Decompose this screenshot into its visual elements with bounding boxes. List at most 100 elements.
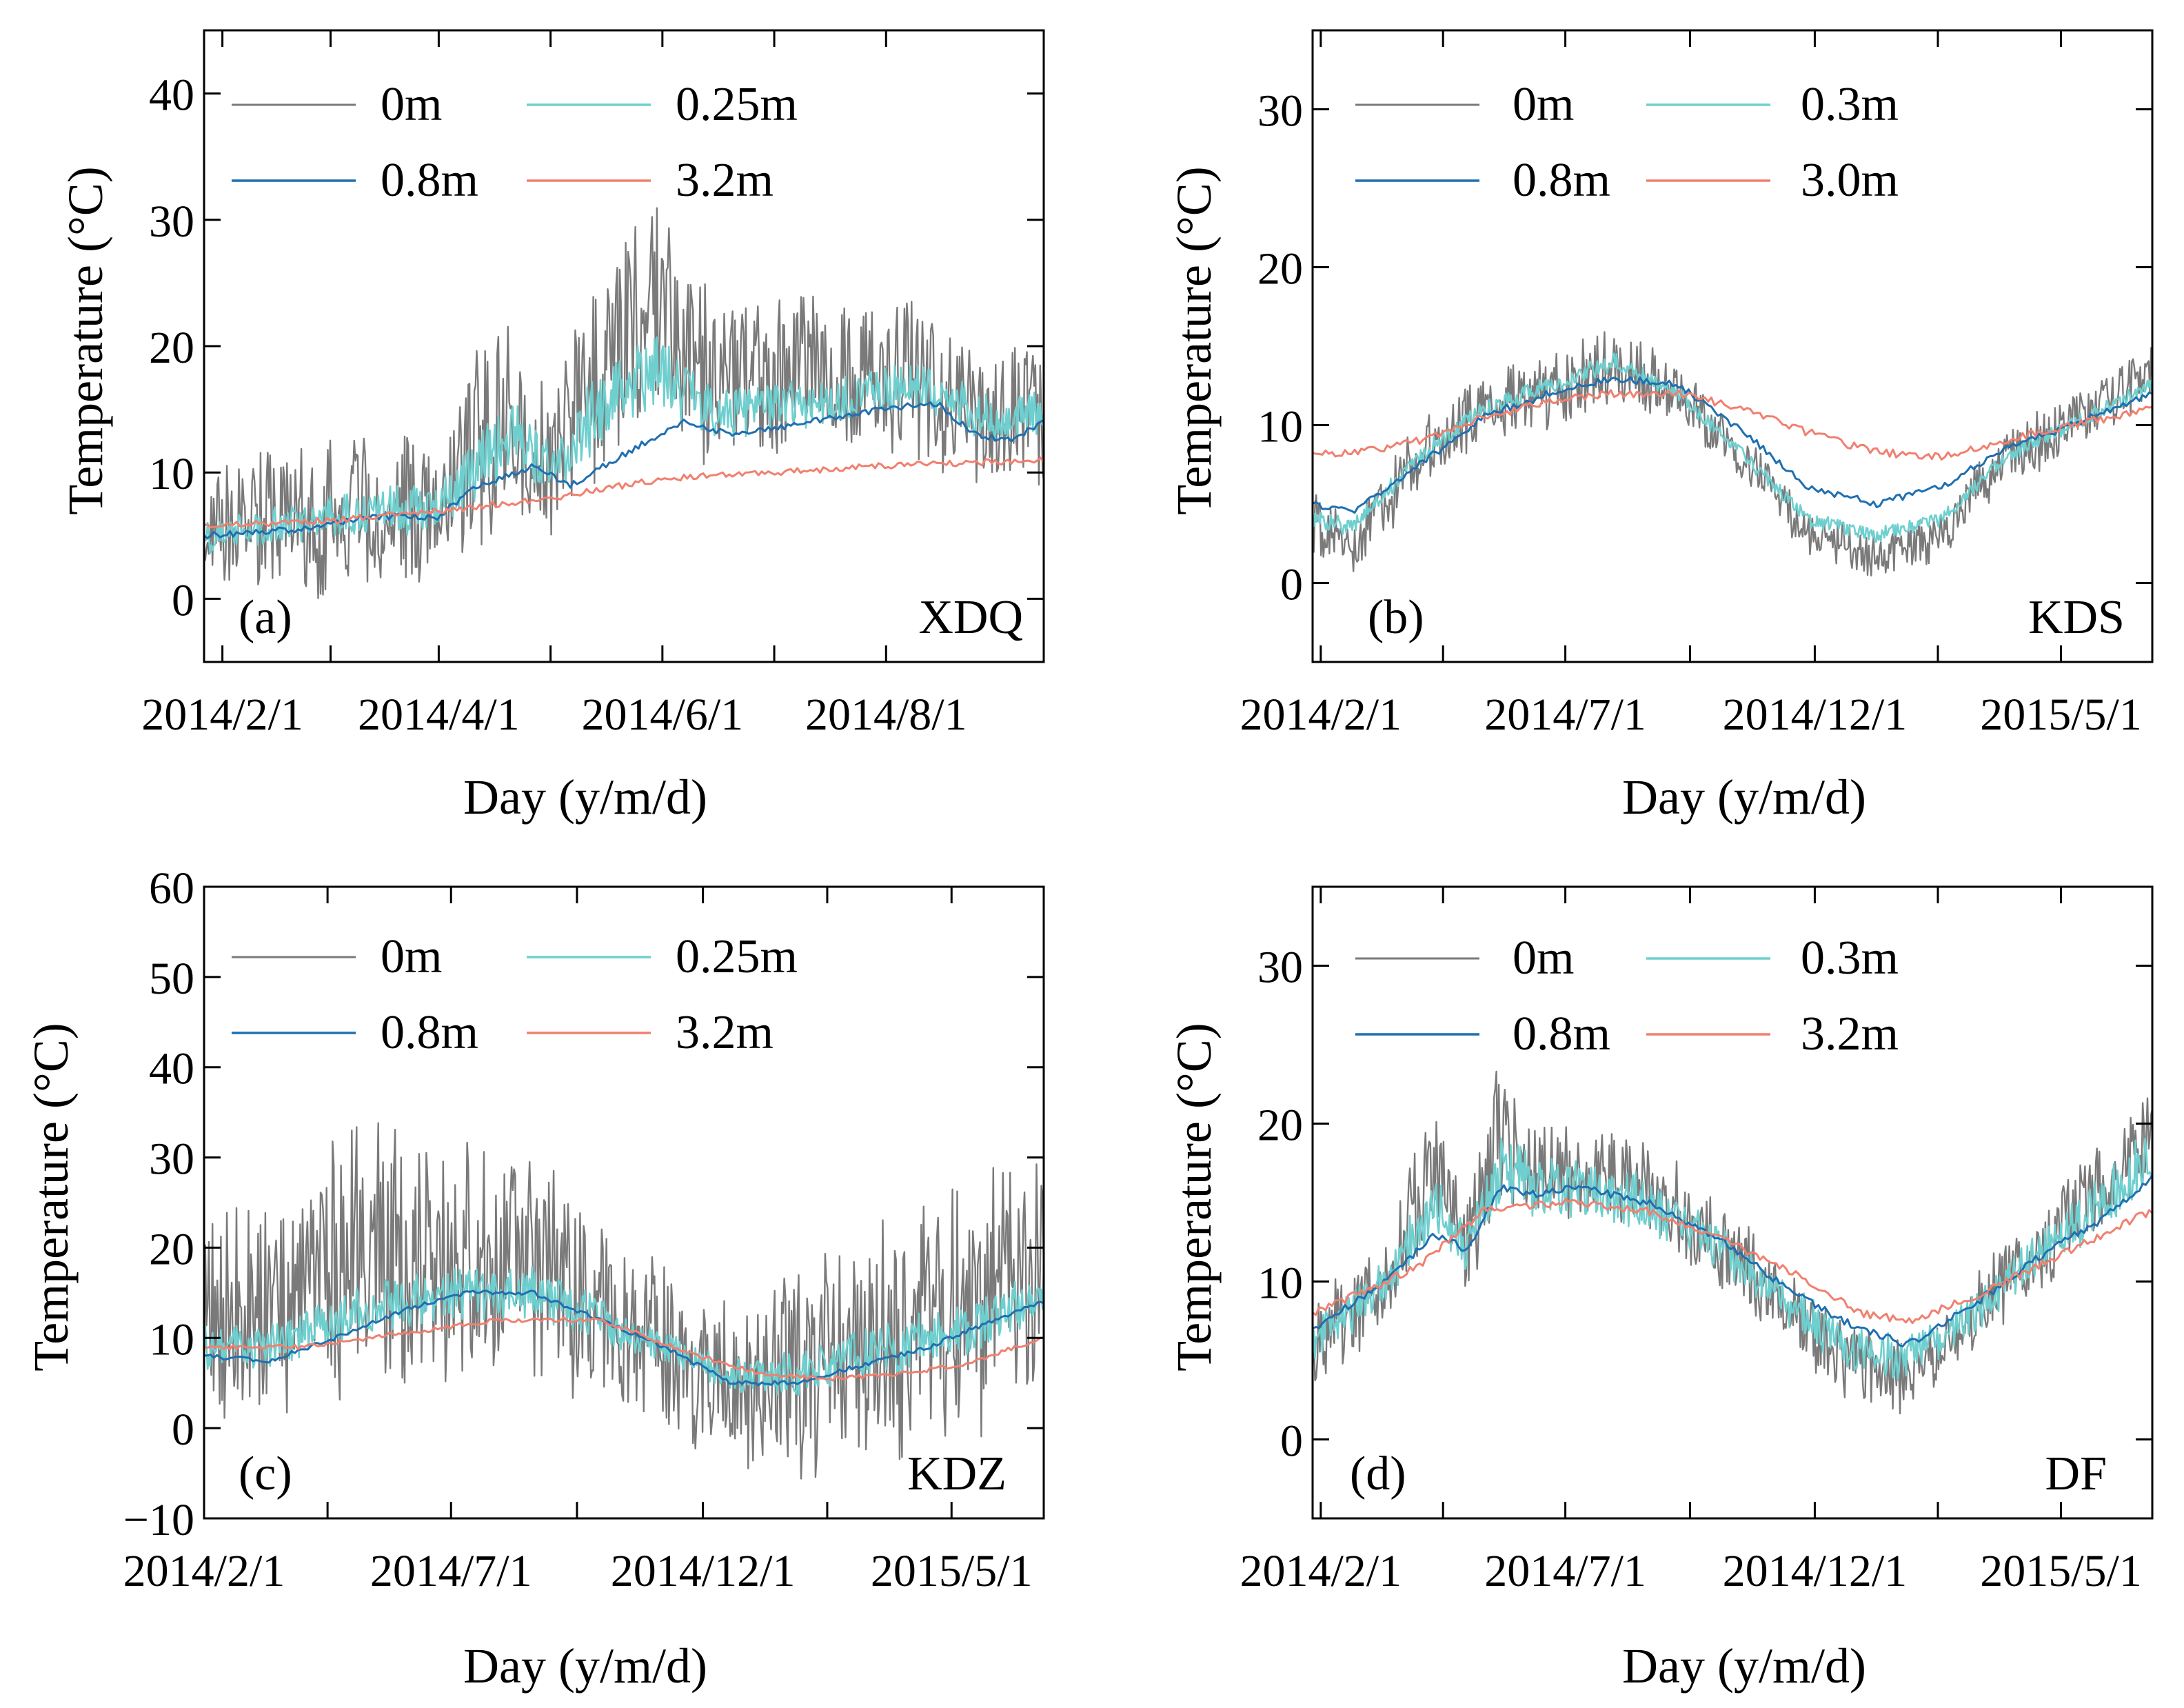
xtick-label-c-1: 2014/7/1 — [370, 1546, 532, 1596]
legend-label-b-1: 0.3m — [1801, 78, 1899, 131]
ytick-label-c-1: 0 — [172, 1405, 194, 1455]
ytick-label-a-4: 40 — [149, 70, 194, 121]
panel-label-b: (b) — [1368, 591, 1424, 644]
xtick-label-a-3: 2014/8/1 — [805, 690, 967, 740]
ytick-label-a-2: 20 — [149, 323, 194, 373]
xlabel-d: Day (y/m/d) — [1622, 1638, 1866, 1694]
series-line-c-0.8m — [204, 1289, 1044, 1387]
series-line-b-0.8m — [1313, 376, 2152, 514]
site-label-b: KDS — [2028, 591, 2125, 644]
ytick-label-b-1: 10 — [1257, 402, 1303, 452]
ylabel-d: Temperature (°C) — [1166, 1023, 1222, 1372]
legend-label-c-2: 0.8m — [381, 1006, 478, 1059]
xtick-label-a-0: 2014/2/1 — [141, 690, 303, 740]
legend-label-c-3: 3.2m — [676, 1006, 774, 1059]
ytick-label-c-0: −10 — [123, 1495, 194, 1545]
ytick-label-a-0: 0 — [172, 575, 194, 625]
xlabel-a: Day (y/m/d) — [463, 770, 707, 825]
ytick-label-d-3: 30 — [1257, 943, 1303, 993]
legend-label-c-1: 0.25m — [676, 930, 798, 983]
series-line-a-0.8m — [204, 401, 1044, 540]
panel-d: 0 10 20 30 2014/2/1 2014/7/1 2014/12/1 2015/5/1… — [1166, 885, 2154, 1694]
panel-label-c: (c) — [239, 1447, 292, 1500]
ytick-label-c-6: 50 — [149, 954, 194, 1004]
xtick-label-d-3: 2015/5/1 — [1980, 1546, 2142, 1596]
xtick-label-c-2: 2014/12/1 — [611, 1546, 796, 1596]
ylabel-b: Temperature (°C) — [1166, 166, 1222, 515]
xtick-label-d-0: 2014/2/1 — [1240, 1546, 1402, 1596]
ytick-label-b-2: 20 — [1257, 244, 1303, 294]
legend-label-b-2: 0.8m — [1513, 154, 1610, 207]
series-line-b-0.3m — [1313, 352, 2152, 543]
ylabel-c: Temperature (°C) — [23, 1023, 79, 1372]
legend-label-d-1: 0.3m — [1801, 932, 1899, 985]
series-line-c-3.2m — [204, 1316, 1044, 1382]
series-line-a-3.2m — [204, 456, 1044, 528]
ytick-label-a-1: 10 — [149, 449, 194, 499]
xtick-label-b-1: 2014/7/1 — [1484, 690, 1646, 740]
legend-label-a-0: 0m — [381, 78, 442, 131]
plot-area-a — [204, 207, 1044, 599]
ticks-d: 0 10 20 30 2014/2/1 2014/7/1 2014/12/1 2015/5/1 — [1240, 887, 2152, 1596]
xtick-label-d-1: 2014/7/1 — [1484, 1546, 1646, 1596]
legend-b: 0m 0.3m 0.8m 3.0m — [1355, 78, 1899, 207]
xtick-label-a-1: 2014/4/1 — [358, 690, 520, 740]
legend-label-d-0: 0m — [1513, 932, 1574, 985]
ytick-label-d-1: 10 — [1257, 1258, 1303, 1309]
ytick-label-c-2: 10 — [149, 1314, 194, 1365]
legend-label-b-3: 3.0m — [1801, 154, 1899, 207]
plot-area-c — [204, 1122, 1044, 1480]
panel-a: 0 10 20 30 40 2014/2/1 2014/4/1 2014/6/1 2014/8/… — [58, 29, 1045, 825]
xlabel-b: Day (y/m/d) — [1622, 770, 1866, 825]
plot-area-b — [1313, 331, 2152, 576]
panel-b: 0 10 20 30 2014/2/1 2014/7/1 2014/12/1 2015/5/1… — [1166, 29, 2154, 825]
series-line-d-0.3m — [1313, 1137, 2152, 1382]
series-line-c-0m — [204, 1122, 1044, 1480]
site-label-a: XDQ — [918, 591, 1023, 644]
panel-c: −10 0 10 20 30 40 50 60 2014/2/1 2014/7/1 2014/12/… — [23, 863, 1045, 1694]
ytick-label-b-3: 30 — [1257, 86, 1303, 137]
site-label-d: DF — [2045, 1447, 2107, 1500]
ytick-label-c-4: 30 — [149, 1134, 194, 1185]
ytick-label-c-3: 20 — [149, 1224, 194, 1274]
xtick-label-c-3: 2015/5/1 — [871, 1546, 1033, 1596]
series-line-a-0.25m — [204, 336, 1044, 554]
series-line-b-3.0m — [1313, 389, 2152, 461]
series-line-d-0m — [1313, 1070, 2152, 1415]
ytick-label-b-0: 0 — [1280, 560, 1303, 610]
axes-frame-b — [1311, 29, 2154, 663]
plot-area-d — [1313, 1070, 2152, 1415]
ytick-label-d-0: 0 — [1280, 1416, 1303, 1467]
panel-label-d: (d) — [1350, 1447, 1406, 1500]
legend-label-a-3: 3.2m — [676, 154, 774, 207]
legend-a: 0m 0.25m 0.8m 3.2m — [232, 78, 798, 207]
legend-c: 0m 0.25m 0.8m 3.2m — [232, 930, 798, 1059]
xtick-label-b-0: 2014/2/1 — [1240, 690, 1402, 740]
xtick-label-d-2: 2014/12/1 — [1723, 1546, 1908, 1596]
legend-label-b-0: 0m — [1513, 78, 1574, 131]
ticks-b: 0 10 20 30 2014/2/1 2014/7/1 2014/12/1 2015/5/1 — [1240, 30, 2152, 740]
legend-label-d-2: 0.8m — [1513, 1007, 1610, 1061]
ticks-a: 0 10 20 30 40 2014/2/1 2014/4/1 2014/6/1 2014/8/… — [141, 30, 1044, 740]
xtick-label-c-0: 2014/2/1 — [123, 1546, 285, 1596]
panel-label-a: (a) — [239, 591, 292, 644]
ytick-label-c-7: 60 — [149, 863, 194, 914]
xlabel-c: Day (y/m/d) — [463, 1638, 707, 1694]
axes-frame-d — [1311, 885, 2154, 1520]
xtick-label-b-2: 2014/12/1 — [1723, 690, 1908, 740]
series-line-d-0.8m — [1313, 1175, 2152, 1348]
legend-d: 0m 0.3m 0.8m 3.2m — [1355, 932, 1899, 1061]
axes-frame-c — [203, 885, 1045, 1520]
legend-label-d-3: 3.2m — [1801, 1007, 1899, 1061]
xtick-label-a-2: 2014/6/1 — [582, 690, 744, 740]
ytick-label-d-2: 20 — [1257, 1101, 1303, 1151]
ylabel-a: Temperature (°C) — [58, 166, 113, 515]
series-line-c-0.25m — [204, 1266, 1044, 1396]
axes-frame-a — [203, 29, 1045, 663]
ticks-c: −10 0 10 20 30 40 50 60 2014/2/1 2014/7/1 2014/12/… — [123, 863, 1044, 1596]
site-label-c: KDZ — [907, 1447, 1007, 1500]
legend-label-c-0: 0m — [381, 930, 442, 983]
series-line-d-3.2m — [1313, 1198, 2152, 1325]
ytick-label-a-3: 30 — [149, 197, 194, 247]
